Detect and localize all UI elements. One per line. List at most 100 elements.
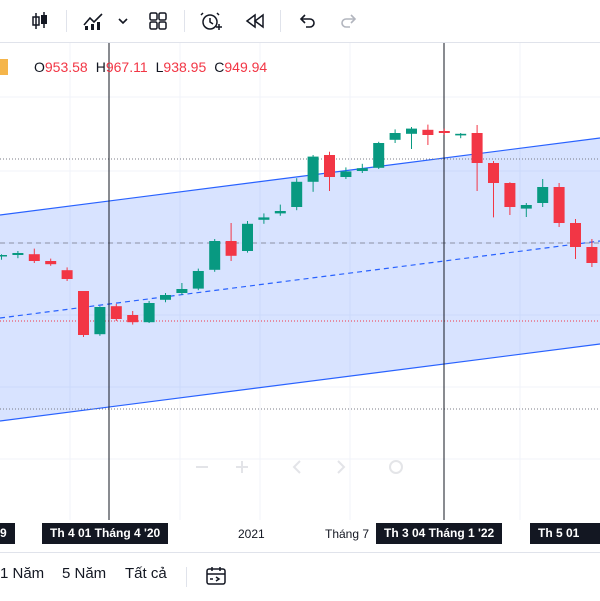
- layout-grid-icon[interactable]: [144, 6, 172, 36]
- time-axis[interactable]: 9 Th 4 01 Tháng 4 '20 2021 Tháng 7 Th 3 …: [0, 520, 600, 561]
- alert-clock-icon[interactable]: [196, 6, 226, 36]
- high-key: H: [95, 59, 106, 75]
- low-key: L: [155, 59, 164, 75]
- time-axis-label: Tháng 7: [325, 527, 370, 541]
- candle: [455, 133, 467, 139]
- candle-body: [455, 133, 467, 136]
- candle: [406, 127, 417, 149]
- candle: [389, 129, 401, 143]
- candle: [586, 239, 598, 267]
- channel-middle-line: [0, 240, 600, 319]
- open-key: O: [34, 59, 45, 75]
- range-all-button[interactable]: Tất cả: [125, 565, 167, 582]
- time-axis-label: Th 5 01 Th: [530, 523, 600, 561]
- candle-body: [225, 241, 237, 256]
- candle: [274, 204, 286, 216]
- candle-body: [127, 315, 139, 323]
- candle: [471, 125, 483, 191]
- candle: [176, 283, 188, 295]
- candle-body: [258, 217, 270, 220]
- candle-body: [586, 247, 598, 263]
- candle: [356, 163, 368, 173]
- channel-lower-line: [0, 343, 600, 422]
- candle-body: [78, 291, 89, 335]
- toolbar-separator: [66, 10, 67, 32]
- bottom-bar: 1 Năm 5 Năm Tất cả: [0, 552, 600, 601]
- high-value: 967.11: [105, 59, 148, 75]
- candle: [143, 301, 155, 323]
- symbol-color-badge: [0, 59, 8, 75]
- candle: [94, 306, 106, 336]
- range-5y-button[interactable]: 5 Năm: [62, 565, 107, 582]
- close-key: C: [214, 59, 225, 75]
- candle-body: [488, 163, 499, 183]
- candle: [61, 267, 73, 281]
- candle-body: [12, 253, 24, 255]
- candle-body: [373, 143, 385, 168]
- ohlc-legend: O953.58 H967.11 L938.95 C949.94: [0, 59, 275, 75]
- candle-body: [143, 303, 155, 323]
- candle: [291, 178, 303, 211]
- candle-body: [504, 183, 516, 207]
- candle: [127, 311, 139, 325]
- candle-body: [307, 156, 319, 182]
- date-range-icon[interactable]: [204, 565, 228, 592]
- candle-body: [520, 205, 532, 209]
- candle-body: [160, 295, 171, 300]
- candle-body: [570, 223, 581, 247]
- candle: [78, 291, 89, 337]
- open-value: 953.58: [44, 59, 88, 75]
- candle: [438, 128, 450, 135]
- candle: [553, 183, 565, 227]
- regression-channel-fill: [0, 138, 600, 421]
- time-axis-label: 9: [0, 523, 15, 544]
- candle-body: [0, 255, 7, 257]
- candle: [45, 258, 57, 266]
- candle-body: [192, 271, 204, 289]
- channel-upper-line: [0, 137, 600, 216]
- candle-body: [389, 133, 401, 140]
- candle: [570, 219, 581, 259]
- candle: [225, 223, 237, 261]
- candle: [28, 248, 40, 263]
- candle: [110, 303, 122, 321]
- candle-body: [406, 128, 417, 134]
- candle: [520, 203, 532, 217]
- candle-body: [61, 270, 73, 279]
- candle-body: [28, 254, 40, 261]
- candle-body: [471, 133, 483, 163]
- candle-body: [356, 168, 368, 171]
- candle: [192, 268, 204, 291]
- candle-body: [110, 306, 122, 319]
- candle: [504, 182, 516, 215]
- toolbar-separator: [280, 10, 281, 32]
- candle: [209, 239, 221, 272]
- time-axis-label: 2021: [238, 527, 265, 541]
- candle-body: [209, 241, 221, 270]
- range-1y-button[interactable]: 1 Năm: [0, 565, 45, 582]
- candle: [373, 141, 385, 169]
- chevron-down-icon[interactable]: [114, 6, 132, 36]
- candle: [160, 293, 171, 303]
- time-axis-label: Th 3 04 Tháng 1 '22: [376, 523, 503, 544]
- toolbar-separator: [184, 10, 185, 32]
- candle: [242, 221, 253, 253]
- undo-icon[interactable]: [292, 6, 322, 36]
- redo-icon[interactable]: [334, 6, 364, 36]
- close-value: 949.94: [224, 59, 268, 75]
- candle-body: [438, 131, 450, 133]
- price-chart[interactable]: [0, 43, 600, 547]
- indicators-icon[interactable]: [78, 6, 108, 36]
- candle-body: [324, 155, 335, 177]
- candles: [0, 124, 598, 337]
- bottom-separator: [186, 567, 187, 587]
- candle: [307, 155, 319, 192]
- candle-body: [242, 223, 253, 251]
- candle-body: [45, 261, 57, 265]
- low-value: 938.95: [163, 59, 207, 75]
- replay-icon[interactable]: [240, 6, 270, 36]
- candle: [0, 254, 7, 260]
- candles-icon[interactable]: [26, 6, 54, 36]
- candle: [537, 179, 549, 207]
- candle: [488, 161, 499, 218]
